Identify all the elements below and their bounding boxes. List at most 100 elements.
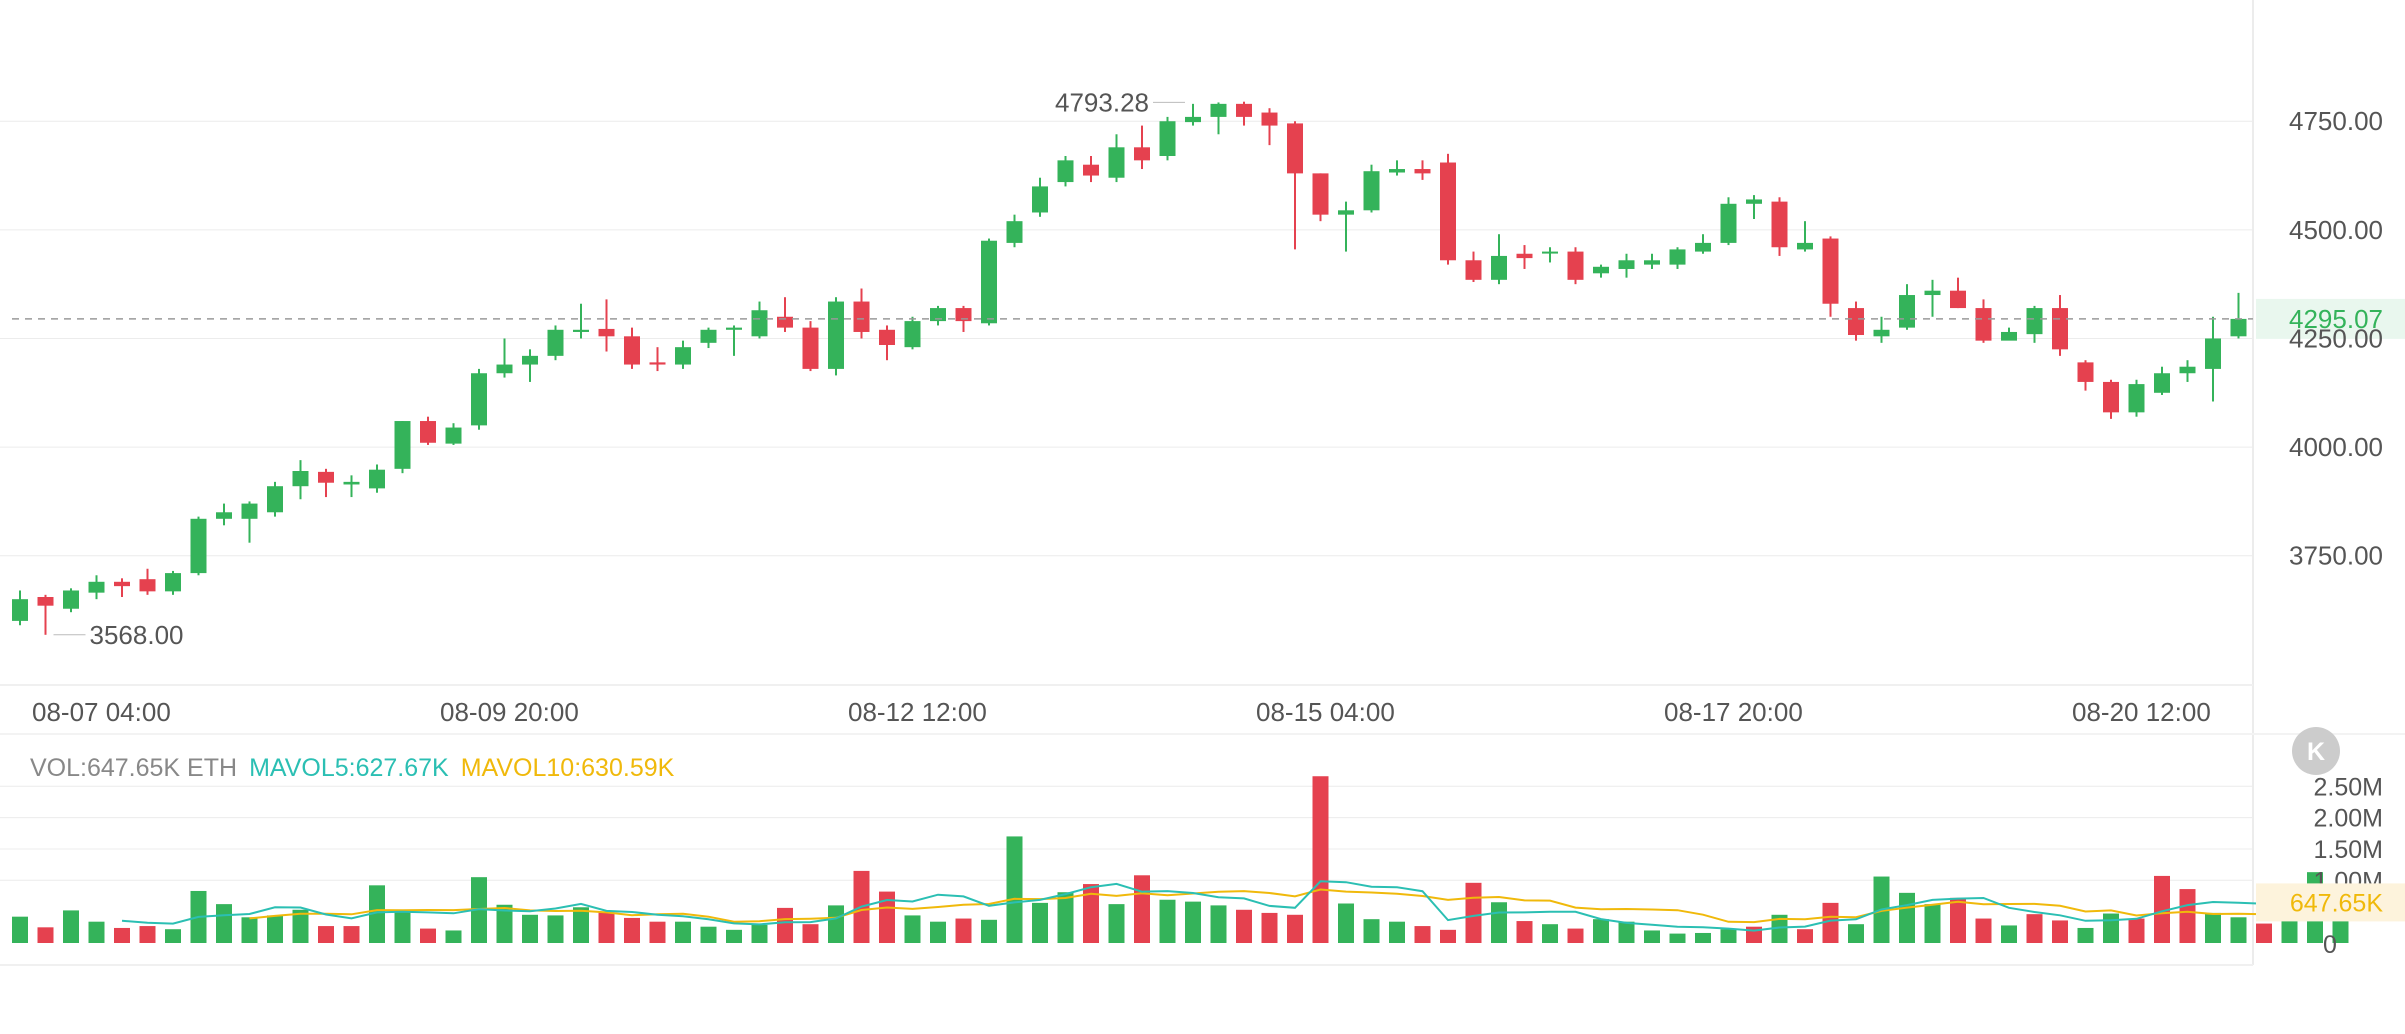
candle[interactable] — [522, 349, 538, 382]
candle[interactable] — [547, 325, 564, 361]
volume-bar[interactable] — [598, 912, 615, 943]
volume-bar[interactable] — [1822, 902, 1839, 943]
candle[interactable] — [139, 568, 156, 595]
volume-bar[interactable] — [1210, 905, 1227, 943]
candle[interactable] — [2205, 316, 2221, 402]
volume-bar[interactable] — [547, 915, 564, 943]
volume-bar[interactable] — [1593, 919, 1609, 943]
volume-bar[interactable] — [1975, 918, 1992, 943]
volume-bar[interactable] — [1134, 875, 1150, 943]
volume-bar[interactable] — [751, 924, 768, 943]
candle[interactable] — [1848, 301, 1864, 341]
volume-bar[interactable] — [675, 921, 691, 943]
candle[interactable] — [394, 421, 411, 474]
volume-bar[interactable] — [394, 911, 411, 943]
candle[interactable] — [2077, 360, 2094, 391]
volume-bar[interactable] — [2179, 889, 2196, 943]
candle[interactable] — [471, 368, 487, 430]
volume-bar[interactable] — [267, 915, 283, 943]
volume-bar[interactable] — [37, 927, 54, 943]
candle[interactable] — [1924, 279, 1941, 317]
candle[interactable] — [1261, 108, 1278, 146]
candle[interactable] — [1134, 125, 1150, 170]
candle[interactable] — [1414, 160, 1431, 180]
volume-bar[interactable] — [2256, 923, 2272, 943]
candle[interactable] — [37, 594, 54, 635]
candle[interactable] — [318, 468, 334, 498]
volume-bar[interactable] — [241, 917, 258, 943]
volume-bar[interactable] — [1185, 901, 1201, 943]
volume-bar[interactable] — [700, 926, 717, 943]
volume-bar[interactable] — [777, 907, 793, 943]
candle[interactable] — [2001, 327, 2017, 341]
volume-bar[interactable] — [216, 904, 232, 943]
volume-bar[interactable] — [1644, 930, 1660, 943]
candle[interactable] — [1822, 236, 1839, 317]
volume-bar[interactable] — [2026, 914, 2043, 943]
volume-bar[interactable] — [2001, 925, 2017, 943]
volume-bar[interactable] — [1542, 924, 1558, 943]
candle[interactable] — [981, 238, 997, 326]
volume-bar[interactable] — [2077, 927, 2094, 943]
volume-bar[interactable] — [624, 917, 640, 943]
candle[interactable] — [1797, 221, 1813, 252]
candle[interactable] — [1210, 102, 1227, 135]
volume-bar[interactable] — [1848, 924, 1864, 943]
volume-bar[interactable] — [1261, 912, 1278, 943]
volume-bar[interactable] — [1516, 921, 1533, 943]
candle[interactable] — [1695, 234, 1711, 254]
volume-bar[interactable] — [1924, 904, 1941, 943]
candle[interactable] — [904, 316, 921, 350]
volume-bar[interactable] — [1083, 884, 1099, 943]
volume-bar[interactable] — [2230, 917, 2247, 943]
candle[interactable] — [853, 288, 870, 339]
candle[interactable] — [1593, 264, 1609, 278]
volume-bar[interactable] — [828, 905, 844, 943]
candle[interactable] — [1006, 214, 1023, 248]
volume-bar[interactable] — [114, 927, 130, 943]
candle[interactable] — [114, 578, 130, 597]
volume-bar[interactable] — [1618, 921, 1635, 943]
candle[interactable] — [1720, 197, 1737, 246]
volume-bar[interactable] — [2205, 912, 2221, 943]
candle[interactable] — [930, 305, 946, 326]
candle[interactable] — [649, 347, 666, 372]
volume-bar[interactable] — [1440, 929, 1456, 943]
volume-bar[interactable] — [2128, 918, 2145, 943]
candle[interactable] — [2154, 366, 2170, 395]
volume-bar[interactable] — [1032, 902, 1048, 943]
candle[interactable] — [165, 570, 181, 595]
candle[interactable] — [496, 338, 513, 378]
volume-bar[interactable] — [1287, 914, 1303, 943]
candle[interactable] — [1185, 103, 1201, 126]
k-badge-circle[interactable] — [2292, 727, 2340, 775]
candle[interactable] — [1618, 253, 1635, 278]
volume-bar[interactable] — [1771, 914, 1788, 943]
candle[interactable] — [1465, 251, 1482, 282]
candle[interactable] — [1975, 299, 1992, 343]
volume-bar[interactable] — [1108, 904, 1125, 943]
candle[interactable] — [1108, 134, 1125, 183]
candle[interactable] — [190, 516, 207, 576]
candle[interactable] — [1873, 316, 1890, 343]
volume-bar[interactable] — [1006, 836, 1023, 943]
volume-bar[interactable] — [981, 919, 997, 943]
volume-bar[interactable] — [2154, 875, 2170, 943]
candle[interactable] — [2103, 379, 2119, 419]
volume-bar[interactable] — [292, 909, 309, 943]
volume-bar[interactable] — [1491, 902, 1507, 943]
volume-bar[interactable] — [522, 914, 538, 943]
candle[interactable] — [88, 575, 105, 600]
volume-bar[interactable] — [12, 916, 28, 943]
k-badge-label[interactable]: K — [2307, 738, 2325, 766]
candle[interactable] — [726, 325, 742, 356]
candles-layer[interactable] — [12, 101, 2247, 635]
volume-bar[interactable] — [1797, 929, 1813, 943]
candle[interactable] — [241, 501, 258, 543]
volume-bar[interactable] — [573, 907, 589, 943]
candle[interactable] — [1236, 101, 1252, 126]
candle[interactable] — [1669, 247, 1686, 269]
k-toggle-button[interactable]: K — [2292, 727, 2340, 775]
candle[interactable] — [369, 464, 385, 493]
volume-bar[interactable] — [802, 924, 819, 943]
